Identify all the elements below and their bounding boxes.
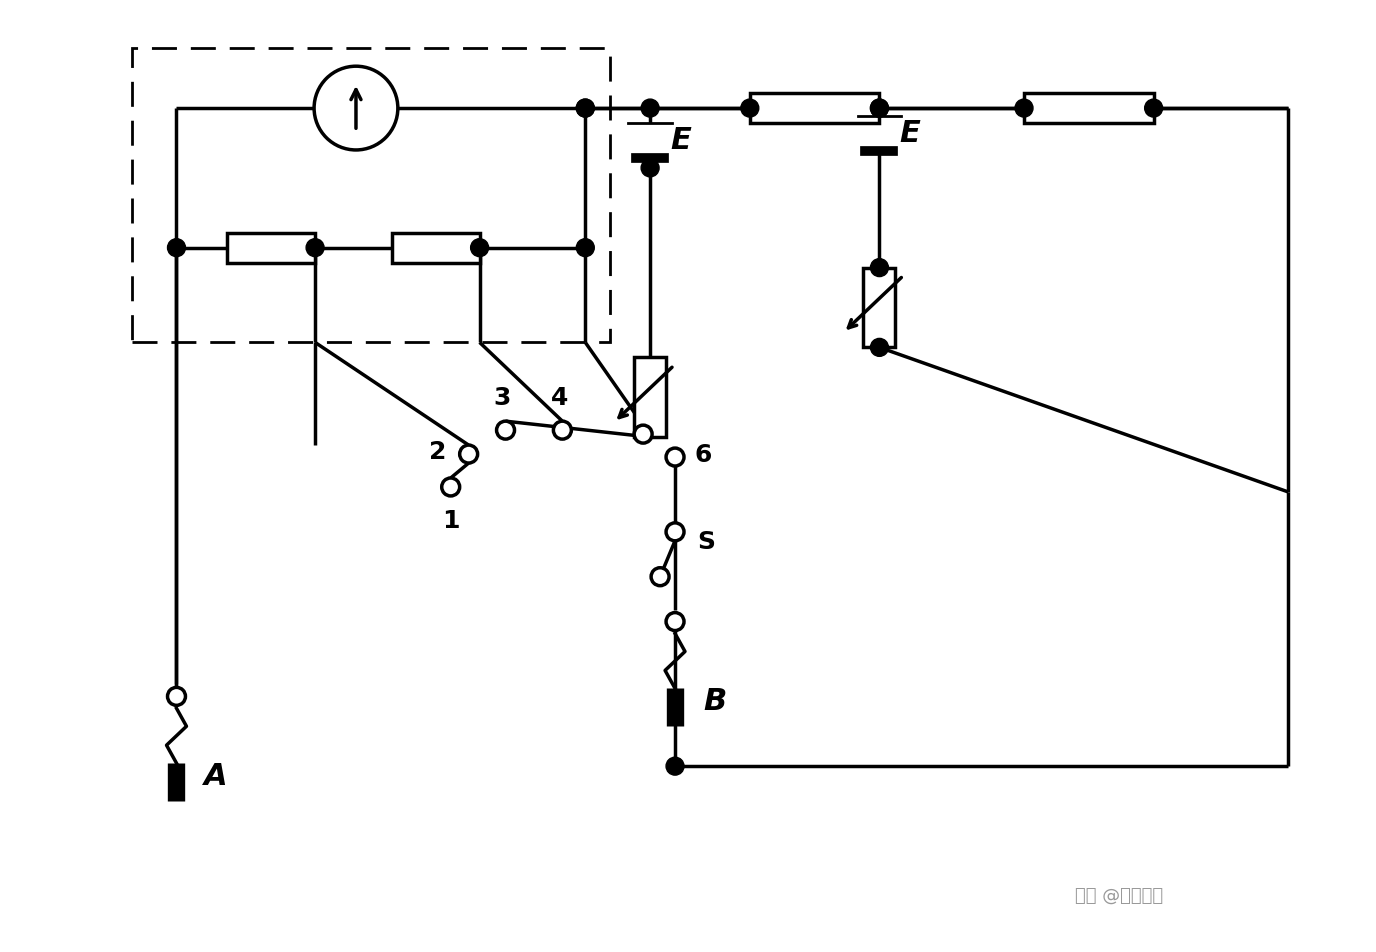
Bar	[132, 49, 610, 343]
Circle shape	[666, 523, 684, 541]
Circle shape	[577, 99, 594, 117]
Bar	[750, 93, 879, 123]
Circle shape	[1015, 99, 1033, 117]
Circle shape	[666, 757, 684, 775]
Circle shape	[460, 446, 477, 463]
Circle shape	[577, 99, 594, 117]
Circle shape	[871, 338, 889, 356]
Circle shape	[641, 99, 659, 117]
Text: 知乎 @小牛物理: 知乎 @小牛物理	[1075, 886, 1163, 904]
Circle shape	[168, 687, 186, 705]
Circle shape	[168, 239, 186, 257]
Circle shape	[634, 426, 652, 443]
Circle shape	[553, 421, 571, 439]
Text: E: E	[670, 126, 691, 155]
Text: S: S	[698, 530, 716, 554]
Circle shape	[641, 159, 659, 177]
Circle shape	[577, 239, 594, 257]
Text: 4: 4	[550, 387, 568, 410]
Bar	[392, 232, 480, 263]
Circle shape	[314, 67, 398, 150]
Bar	[1024, 93, 1153, 123]
Circle shape	[471, 239, 488, 257]
Text: 2: 2	[429, 440, 447, 464]
Bar	[634, 357, 666, 437]
Text: E: E	[900, 119, 921, 148]
Text: 5: 5	[632, 390, 649, 414]
Circle shape	[871, 259, 889, 277]
Circle shape	[871, 99, 889, 117]
Circle shape	[666, 612, 684, 630]
Text: 3: 3	[494, 387, 512, 410]
Circle shape	[1145, 99, 1163, 117]
Circle shape	[442, 478, 460, 496]
Text: 6: 6	[695, 443, 713, 467]
Text: 1: 1	[442, 509, 460, 533]
Circle shape	[740, 99, 758, 117]
Circle shape	[497, 421, 515, 439]
Circle shape	[666, 448, 684, 466]
Text: B: B	[703, 687, 727, 716]
Circle shape	[651, 567, 669, 585]
Bar	[227, 232, 315, 263]
Circle shape	[871, 99, 889, 117]
Bar	[864, 268, 896, 347]
Text: A: A	[205, 763, 228, 791]
Circle shape	[305, 239, 325, 257]
